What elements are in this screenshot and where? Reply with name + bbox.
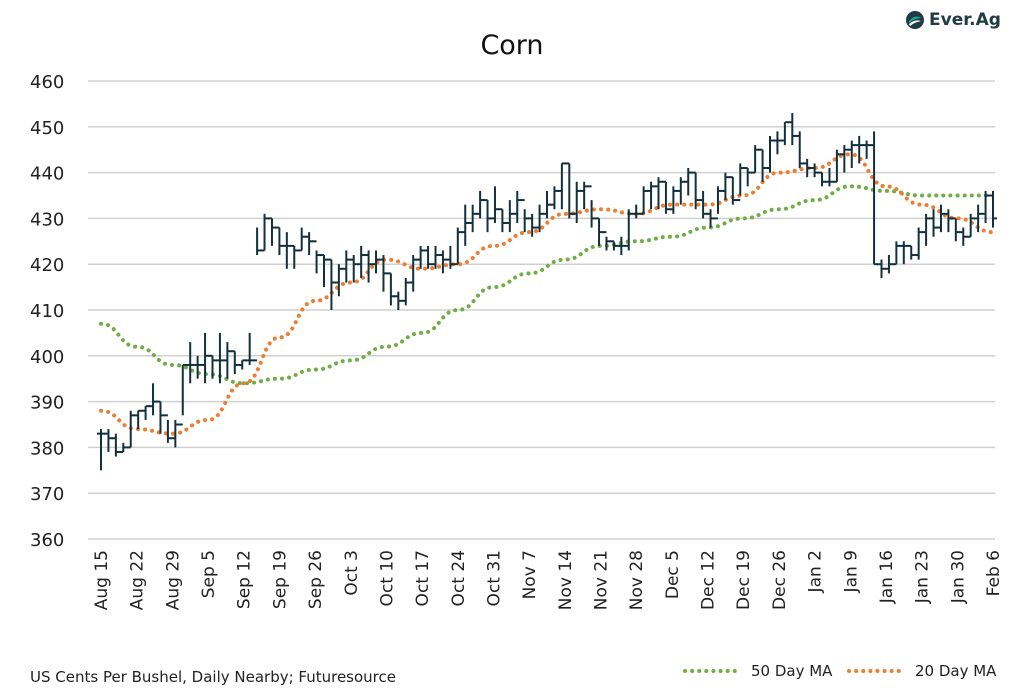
logo-text: Ever.Ag xyxy=(929,10,1001,30)
x-tick-label: Feb 6 xyxy=(984,550,1004,596)
legend-label: 50 Day MA xyxy=(751,662,833,680)
x-tick-label: Aug 22 xyxy=(128,550,148,610)
x-tick-label: Sep 26 xyxy=(306,550,326,609)
x-tick-label: Nov 14 xyxy=(556,550,576,610)
y-tick-label: 420 xyxy=(30,255,64,276)
x-tick-label: Jan 16 xyxy=(877,550,897,604)
source-note: US Cents Per Bushel, Daily Nearby; Futur… xyxy=(30,668,396,686)
legend-swatch-50 xyxy=(683,669,743,673)
legend-swatch-20 xyxy=(847,669,907,673)
x-tick-label: Jan 9 xyxy=(841,550,861,593)
x-tick-label: Jan 30 xyxy=(948,550,968,604)
x-tick-label: Oct 3 xyxy=(342,550,362,596)
legend-item-20-day-ma: 20 Day MA xyxy=(847,662,996,680)
chart-title: Corn xyxy=(480,30,544,61)
y-tick-label: 360 xyxy=(30,530,64,551)
y-tick-label: 410 xyxy=(30,301,64,322)
y-tick-label: 450 xyxy=(30,118,64,139)
legend-label: 20 Day MA xyxy=(915,662,997,680)
x-tick-label: Oct 31 xyxy=(484,550,504,606)
x-tick-label: Nov 21 xyxy=(592,550,612,610)
ma-line-50 xyxy=(99,184,995,386)
x-tick-label: Aug 15 xyxy=(92,550,112,610)
x-tick-label: Oct 10 xyxy=(377,550,397,606)
x-tick-label: Dec 19 xyxy=(734,550,754,610)
y-tick-label: 430 xyxy=(30,209,64,230)
x-tick-label: Oct 17 xyxy=(413,550,433,606)
x-tick-label: Oct 24 xyxy=(449,550,469,606)
y-tick-label: 460 xyxy=(30,72,64,93)
x-tick-label: Dec 26 xyxy=(770,550,790,610)
x-tick-label: Sep 19 xyxy=(270,550,290,609)
logo: Ever.Ag xyxy=(905,10,1001,30)
x-tick-label: Dec 12 xyxy=(699,550,719,610)
x-tick-label: Sep 12 xyxy=(235,550,255,609)
y-tick-label: 380 xyxy=(30,438,64,459)
x-tick-label: Aug 29 xyxy=(163,550,183,610)
x-tick-label: Jan 23 xyxy=(913,550,933,604)
y-tick-label: 440 xyxy=(30,164,64,185)
x-tick-label: Sep 5 xyxy=(199,550,219,598)
x-tick-label: Nov 7 xyxy=(520,550,540,599)
x-tick-label: Jan 2 xyxy=(806,550,826,593)
y-tick-label: 370 xyxy=(30,484,64,505)
x-tick-label: Dec 5 xyxy=(663,550,683,599)
x-tick-label: Nov 28 xyxy=(627,550,647,610)
legend-item-50-day-ma: 50 Day MA xyxy=(683,662,832,680)
y-tick-label: 390 xyxy=(30,393,64,414)
ma-line-20 xyxy=(99,152,995,436)
ever-ag-logo-icon xyxy=(906,11,924,29)
y-tick-label: 400 xyxy=(30,347,64,368)
